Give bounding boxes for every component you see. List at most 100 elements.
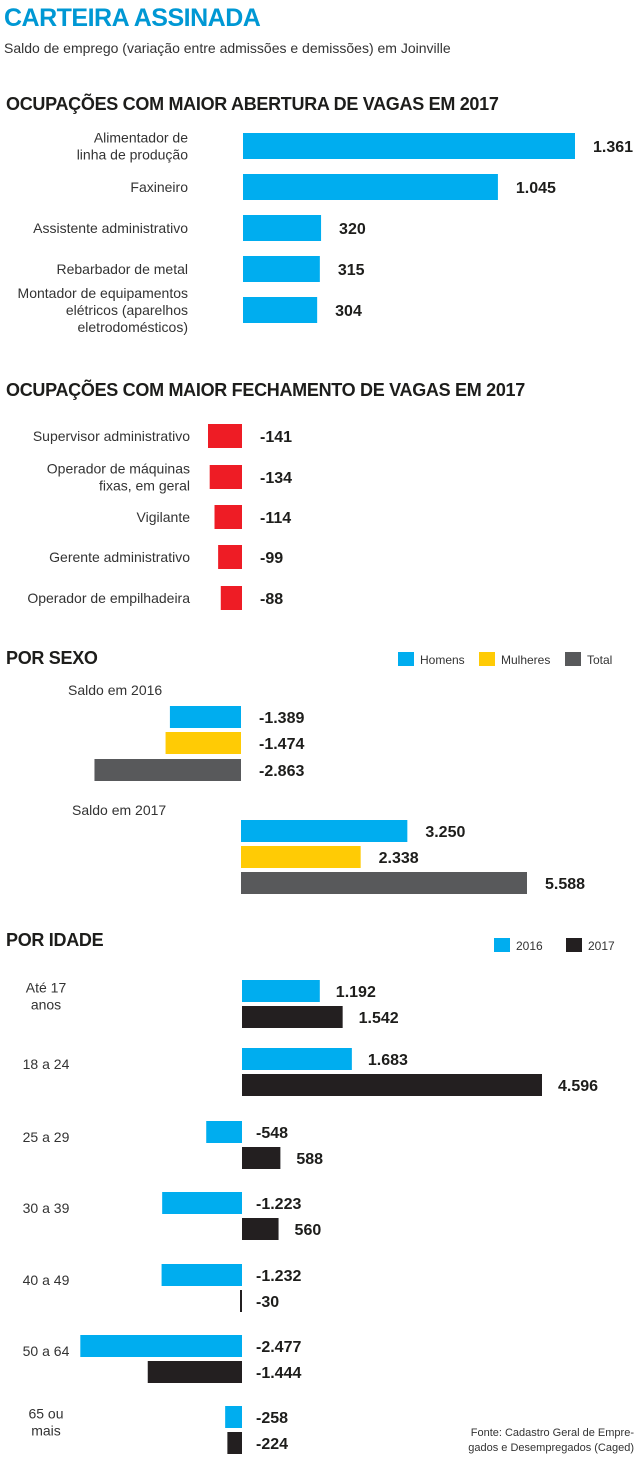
value-label-idade-7-2: -224 <box>256 1436 288 1453</box>
bar-fechamento-4 <box>218 545 242 569</box>
bar-idade-3-1 <box>206 1121 242 1143</box>
bar-abertura-3 <box>243 215 322 241</box>
bar-idade-6-2 <box>147 1361 242 1383</box>
legend-label-3: Total <box>587 653 612 667</box>
value-label-abertura-1: 1.361 <box>593 139 633 156</box>
section-title-abertura: OCUPAÇÕES COM MAIOR ABERTURA DE VAGAS EM… <box>6 94 499 114</box>
group-label-sexo-1: Saldo em 2016 <box>68 682 162 698</box>
bar-sexo-2-3 <box>241 872 527 894</box>
bar-abertura-1 <box>243 133 575 159</box>
chart-por-sexo: Homens Mulheres Total Saldo em 2016 -1.389 -1… <box>68 652 612 894</box>
bar-sexo-1-2 <box>165 732 241 754</box>
value-label-sexo-2-2: 2.338 <box>379 850 419 867</box>
bar-idade-5-2 <box>240 1290 242 1312</box>
bar-idade-2-1 <box>242 1048 352 1070</box>
category-label-abertura-4-line-1: Rebarbador de metal <box>56 261 188 277</box>
legend-swatch-3 <box>565 652 581 666</box>
value-label-idade-2-2: 4.596 <box>558 1078 598 1095</box>
age-group-label-1-line-1: Até 17 <box>26 980 67 996</box>
bar-fechamento-1 <box>208 424 242 448</box>
source-line-2: gados e Desempregados (Caged) <box>468 1442 634 1454</box>
bar-fechamento-3 <box>214 505 242 529</box>
age-group-label-7-line-2: mais <box>31 1423 61 1439</box>
legend-label-1: Homens <box>420 653 465 667</box>
bar-idade-5-1 <box>161 1264 242 1286</box>
bar-idade-7-2 <box>227 1432 242 1454</box>
legend-idade-label-2: 2017 <box>588 939 615 953</box>
category-label-fechamento-3-line-1: Vigilante <box>137 509 191 525</box>
bar-fechamento-5 <box>220 586 242 610</box>
source-note: Fonte: Cadastro Geral de Empre- gados e … <box>434 1426 634 1456</box>
bar-idade-7-1 <box>225 1406 242 1428</box>
value-label-idade-5-2: -30 <box>256 1294 279 1311</box>
age-group-label-4-line-1: 30 a 39 <box>23 1200 70 1216</box>
bar-sexo-1-3 <box>94 759 241 781</box>
legend-idade-label-1: 2016 <box>516 939 543 953</box>
value-label-fechamento-4: -99 <box>260 550 283 567</box>
main-title: CARTEIRA ASSINADA <box>4 4 261 32</box>
age-group-label-6-line-1: 50 a 64 <box>23 1343 70 1359</box>
value-label-fechamento-3: -114 <box>260 510 291 527</box>
age-group-label-2-line-1: 18 a 24 <box>23 1056 70 1072</box>
category-label-abertura-5-line-3: eletrodomésticos) <box>78 319 189 335</box>
value-label-idade-1-1: 1.192 <box>336 984 376 1001</box>
section-title-sexo: POR SEXO <box>6 648 98 668</box>
source-line-1: Fonte: Cadastro Geral de Empre- <box>470 1427 634 1439</box>
category-label-fechamento-4-line-1: Gerente administrativo <box>49 549 190 565</box>
category-label-abertura-2-line-1: Faxineiro <box>130 179 188 195</box>
category-label-fechamento-2-line-2: fixas, em geral <box>99 478 190 494</box>
bar-sexo-1-1 <box>169 706 241 728</box>
value-label-abertura-2: 1.045 <box>516 180 556 197</box>
legend-idade-swatch-2 <box>566 938 582 952</box>
bar-idade-3-2 <box>242 1147 281 1169</box>
value-label-sexo-1-3: -2.863 <box>259 763 304 780</box>
section-title-fechamento: OCUPAÇÕES COM MAIOR FECHAMENTO DE VAGAS … <box>6 380 525 400</box>
value-label-idade-3-1: -548 <box>256 1125 288 1142</box>
value-label-idade-1-2: 1.542 <box>359 1010 399 1027</box>
category-label-abertura-5-line-1: Montador de equipamentos <box>18 285 188 301</box>
value-label-idade-2-1: 1.683 <box>368 1052 408 1069</box>
value-label-fechamento-1: -141 <box>260 429 292 446</box>
legend-idade-swatch-1 <box>494 938 510 952</box>
value-label-abertura-3: 320 <box>339 221 366 238</box>
value-label-abertura-4: 315 <box>338 262 365 279</box>
bar-idade-4-1 <box>162 1192 242 1214</box>
bar-abertura-5 <box>243 297 318 323</box>
age-group-label-7-line-1: 65 ou <box>28 1406 63 1422</box>
value-label-sexo-1-1: -1.389 <box>259 710 304 727</box>
chart-fechamento: -141 Supervisor administrativo -134 Operado… <box>27 424 292 610</box>
value-label-abertura-5: 304 <box>335 303 362 320</box>
value-label-idade-6-2: -1.444 <box>256 1365 301 1382</box>
bar-sexo-2-2 <box>241 846 361 868</box>
bar-idade-6-1 <box>80 1335 243 1357</box>
value-label-fechamento-2: -134 <box>260 470 292 487</box>
bar-abertura-4 <box>243 256 320 282</box>
value-label-sexo-2-3: 5.588 <box>545 876 585 893</box>
group-label-sexo-2: Saldo em 2017 <box>72 802 166 818</box>
legend-label-2: Mulheres <box>501 653 550 667</box>
legend-swatch-2 <box>479 652 495 666</box>
category-label-abertura-1-line-2: linha de produção <box>77 147 189 163</box>
bar-idade-4-2 <box>242 1218 279 1240</box>
age-group-label-1-line-2: anos <box>31 997 61 1013</box>
category-label-abertura-3-line-1: Assistente administrativo <box>33 220 188 236</box>
bar-abertura-2 <box>243 174 498 200</box>
category-label-abertura-5-line-2: elétricos (aparelhos <box>66 302 188 318</box>
value-label-idade-4-2: 560 <box>295 1222 322 1239</box>
value-label-sexo-2-1: 3.250 <box>425 824 465 841</box>
category-label-fechamento-5-line-1: Operador de empilhadeira <box>27 590 190 606</box>
value-label-sexo-1-2: -1.474 <box>259 736 304 753</box>
bar-idade-1-2 <box>242 1006 343 1028</box>
bar-idade-1-1 <box>242 980 320 1002</box>
age-group-label-5-line-1: 40 a 49 <box>23 1272 70 1288</box>
subtitle: Saldo de emprego (variação entre admissõ… <box>4 40 451 56</box>
value-label-idade-6-1: -2.477 <box>256 1339 301 1356</box>
category-label-fechamento-2-line-1: Operador de máquinas <box>47 461 190 477</box>
age-group-label-3-line-1: 25 a 29 <box>23 1129 70 1145</box>
value-label-fechamento-5: -88 <box>260 591 283 608</box>
bar-fechamento-2 <box>209 465 242 489</box>
category-label-abertura-1-line-1: Alimentador de <box>94 130 188 146</box>
category-label-fechamento-1-line-1: Supervisor administrativo <box>33 428 190 444</box>
